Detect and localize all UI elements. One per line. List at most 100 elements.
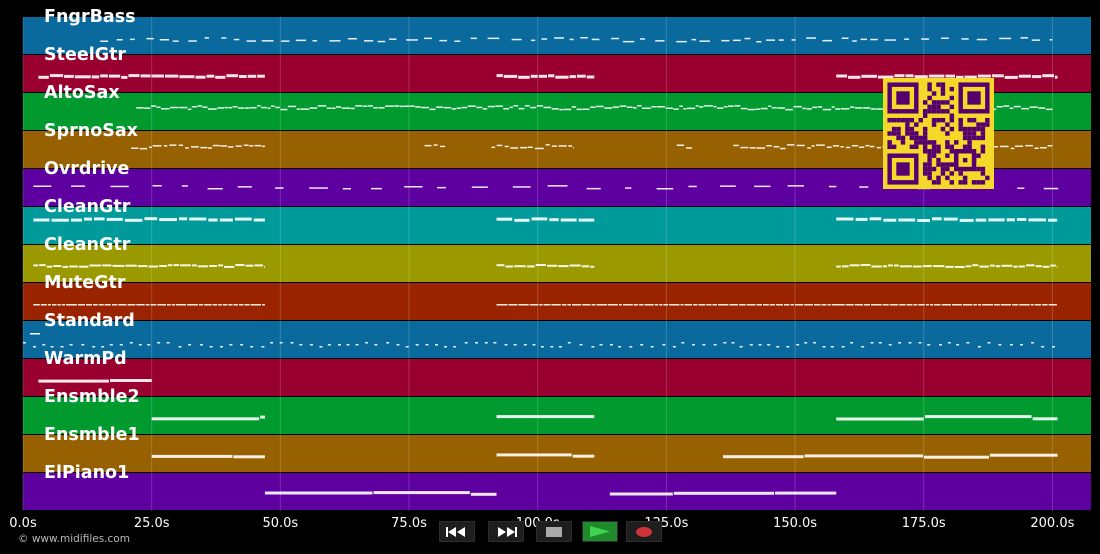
note: [496, 453, 572, 457]
note: [994, 146, 998, 148]
note: [894, 74, 905, 78]
note: [523, 344, 527, 346]
fast-forward-button[interactable]: [488, 521, 524, 542]
note: [703, 105, 713, 107]
note: [179, 264, 191, 267]
note: [329, 40, 341, 42]
note: [790, 304, 794, 306]
note: [1028, 218, 1047, 222]
note: [100, 74, 108, 78]
note: [547, 264, 558, 267]
note: [93, 304, 98, 306]
note: [508, 304, 518, 306]
note: [317, 105, 327, 107]
note: [470, 37, 477, 40]
note: [869, 145, 875, 148]
play-icon: [590, 526, 610, 537]
note: [642, 107, 651, 109]
note: [702, 344, 706, 346]
note: [116, 39, 123, 41]
note: [152, 185, 162, 187]
note: [723, 455, 804, 459]
note: [176, 304, 187, 306]
note: [852, 40, 857, 42]
note: [138, 344, 142, 346]
note: [906, 304, 913, 306]
note: [979, 265, 989, 268]
note: [309, 187, 328, 189]
note: [62, 265, 69, 268]
note: [137, 265, 148, 268]
note: [33, 218, 50, 222]
note: [787, 144, 795, 146]
note: [92, 346, 96, 348]
note: [734, 105, 741, 107]
note: [1010, 147, 1015, 150]
track-label: Ensmble2: [44, 387, 140, 407]
stop-button[interactable]: [536, 521, 572, 542]
note: [179, 217, 188, 221]
note: [540, 346, 544, 348]
note: [496, 304, 508, 306]
note: [261, 346, 265, 348]
note: [905, 74, 914, 78]
note: [994, 304, 1000, 306]
note: [581, 265, 590, 268]
note: [840, 108, 850, 110]
note: [987, 342, 991, 344]
track-label: Ovrdrive: [44, 159, 130, 179]
note: [954, 266, 965, 268]
note: [496, 144, 503, 147]
note: [904, 38, 910, 40]
note: [511, 38, 522, 41]
note: [319, 346, 323, 348]
note: [543, 106, 552, 109]
track-label: CleanGtr: [44, 197, 131, 217]
note: [814, 304, 821, 306]
note: [1001, 264, 1013, 267]
rewind-button[interactable]: [439, 521, 475, 542]
note: [165, 74, 179, 78]
play-button[interactable]: [582, 521, 618, 542]
time-grid: [22, 17, 1053, 511]
track-label: SprnoSax: [44, 121, 138, 141]
stop-icon: [546, 526, 562, 537]
note: [271, 105, 275, 107]
note: [208, 147, 212, 149]
note: [504, 145, 509, 148]
note: [299, 344, 303, 346]
note: [233, 455, 265, 459]
note: [338, 344, 341, 346]
note: [482, 108, 488, 110]
note: [558, 265, 569, 268]
note: [389, 38, 397, 40]
note: [551, 145, 557, 147]
note: [421, 106, 429, 109]
note: [518, 75, 530, 79]
note: [739, 346, 743, 348]
note: [1048, 218, 1058, 222]
note: [713, 344, 717, 346]
record-button[interactable]: [626, 521, 662, 542]
note: [728, 105, 734, 107]
note: [443, 106, 452, 109]
note: [633, 107, 637, 109]
note: [590, 265, 595, 268]
track-label: AltoSax: [44, 83, 120, 103]
note: [189, 217, 207, 221]
note: [164, 145, 168, 147]
note: [206, 74, 215, 78]
note: [108, 74, 121, 78]
note: [300, 108, 310, 110]
note: [373, 107, 378, 109]
note: [687, 107, 696, 110]
note: [871, 304, 882, 306]
note: [569, 38, 574, 41]
note: [530, 106, 537, 109]
note: [1041, 346, 1045, 348]
note: [204, 37, 209, 39]
note: [860, 38, 867, 41]
note: [212, 304, 218, 306]
note: [531, 39, 536, 42]
note: [591, 38, 600, 41]
